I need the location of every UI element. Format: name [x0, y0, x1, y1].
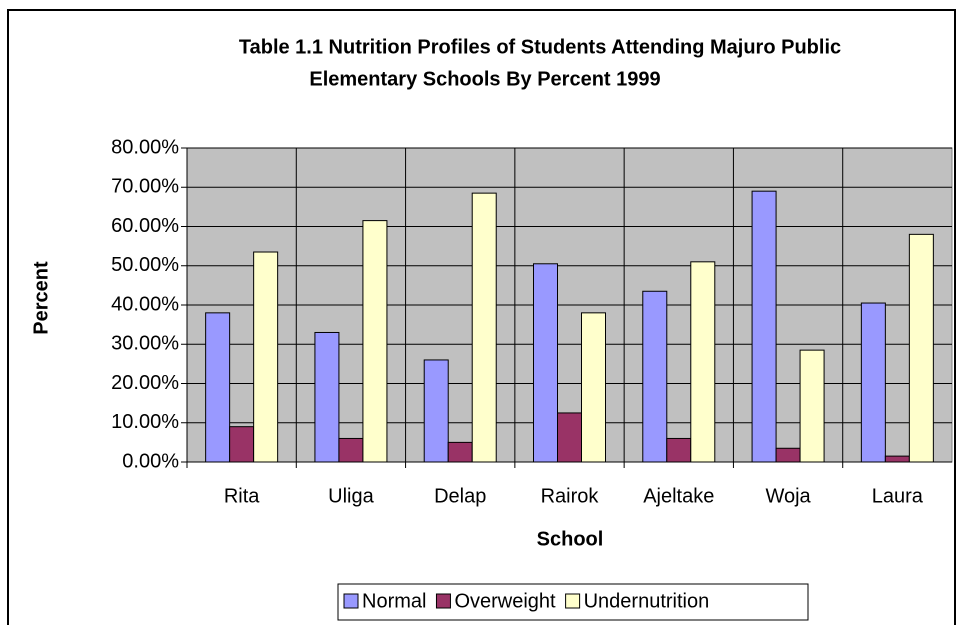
- y-tick-label: 80.00%: [111, 136, 179, 158]
- x-tick-label: Laura: [872, 485, 924, 507]
- bar: [205, 312, 231, 463]
- y-tick-label: 0.00%: [122, 450, 179, 472]
- bar: [690, 261, 716, 463]
- bar: [751, 190, 777, 463]
- bar: [884, 455, 910, 463]
- bar: [229, 426, 255, 463]
- y-tick-label: 10.00%: [111, 411, 179, 433]
- chart-title: Elementary Schools By Percent 1999: [309, 68, 660, 90]
- bar: [533, 263, 558, 463]
- x-tick-label: Uliga: [328, 485, 374, 507]
- bar: [799, 349, 825, 463]
- bar: [642, 290, 668, 463]
- y-tick-label: 20.00%: [111, 372, 179, 394]
- legend-label: Normal: [362, 590, 426, 612]
- y-tick-label: 60.00%: [111, 215, 179, 237]
- bar: [471, 192, 497, 463]
- x-tick-label: Delap: [434, 485, 486, 507]
- y-tick-label: 40.00%: [111, 293, 179, 315]
- y-tick-label: 70.00%: [111, 176, 179, 198]
- legend-label: Undernutrition: [584, 590, 710, 612]
- y-tick-label: 30.00%: [111, 333, 179, 355]
- bar: [253, 251, 279, 463]
- legend-swatch: [343, 593, 359, 609]
- bar: [423, 359, 449, 463]
- bar: [557, 412, 582, 463]
- x-tick-label: Rita: [224, 485, 260, 507]
- x-tick-label: Rairok: [541, 485, 600, 507]
- bar: [860, 302, 886, 463]
- bar: [362, 220, 388, 463]
- x-axis-label: School: [537, 528, 604, 550]
- x-tick-label: Woja: [765, 485, 811, 507]
- legend-swatch: [565, 593, 581, 609]
- y-tick-label: 50.00%: [111, 254, 179, 276]
- bar: [447, 441, 473, 463]
- y-axis-label: Percent: [30, 261, 52, 335]
- chart-frame: [7, 9, 956, 625]
- bar: [338, 437, 364, 463]
- bar: [908, 233, 934, 463]
- bar: [775, 447, 801, 463]
- x-tick-label: Ajeltake: [643, 485, 714, 507]
- bar: [314, 331, 340, 463]
- legend-label: Overweight: [454, 590, 556, 612]
- bar: [666, 437, 692, 463]
- chart-title: Table 1.1 Nutrition Profiles of Students…: [239, 36, 841, 58]
- legend-swatch: [435, 593, 451, 609]
- bar: [581, 312, 606, 463]
